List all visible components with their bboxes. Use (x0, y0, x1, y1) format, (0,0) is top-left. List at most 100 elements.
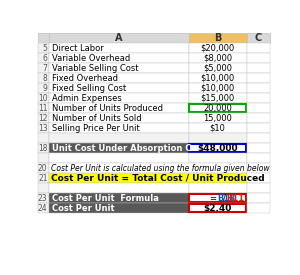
Bar (49, 73, 189, 83)
Bar (49, 143, 189, 153)
Bar (38, 123, 49, 133)
Text: 11: 11 (38, 104, 48, 112)
Text: 18: 18 (38, 144, 48, 153)
Bar (247, 193, 270, 203)
Bar (247, 93, 270, 103)
Bar (247, 43, 270, 53)
Bar (189, 113, 247, 123)
Bar (38, 53, 49, 63)
Bar (38, 83, 49, 93)
Bar (49, 113, 189, 123)
Bar (247, 143, 270, 153)
Bar (49, 153, 189, 163)
Text: 20: 20 (38, 164, 48, 173)
Bar (38, 203, 49, 213)
Bar (38, 113, 49, 123)
Text: $48,000: $48,000 (197, 144, 238, 153)
Bar (49, 123, 189, 133)
Text: $15,000: $15,000 (201, 94, 235, 103)
Text: 21: 21 (38, 174, 48, 183)
Text: 7: 7 (43, 64, 48, 73)
Bar (189, 83, 247, 93)
Text: 23: 23 (38, 194, 48, 203)
Bar (38, 43, 49, 53)
Bar (49, 43, 189, 53)
Text: Fixed Overhead: Fixed Overhead (52, 73, 118, 82)
Bar (49, 173, 247, 183)
Bar (49, 83, 189, 93)
Bar (189, 203, 247, 213)
Bar (189, 183, 247, 193)
Text: 13: 13 (38, 123, 48, 133)
Text: 10: 10 (38, 94, 48, 103)
Text: $2.40: $2.40 (203, 204, 232, 213)
Bar (189, 93, 247, 103)
Bar (49, 53, 189, 63)
Text: Admin Expenses: Admin Expenses (52, 94, 122, 103)
Text: Variable Overhead: Variable Overhead (52, 54, 130, 62)
Bar (49, 133, 189, 143)
Bar (247, 103, 270, 113)
Bar (38, 173, 49, 183)
Text: B18: B18 (217, 194, 235, 203)
Text: 12: 12 (38, 114, 48, 123)
Bar (189, 143, 247, 153)
Bar (38, 183, 49, 193)
Bar (38, 63, 49, 73)
Bar (49, 193, 189, 203)
Bar (38, 93, 49, 103)
Bar (189, 144, 246, 152)
Bar (49, 183, 189, 193)
Text: 24: 24 (38, 204, 48, 213)
Bar (247, 173, 270, 183)
Bar (247, 33, 270, 43)
Text: Selling Price Per Unit: Selling Price Per Unit (52, 123, 140, 133)
Text: /: / (223, 194, 226, 203)
Bar (189, 104, 246, 112)
Bar (189, 103, 247, 113)
Text: B11: B11 (226, 194, 244, 203)
Bar (49, 93, 189, 103)
Bar (38, 163, 49, 173)
Text: 6: 6 (43, 54, 48, 62)
Text: Cost Per Unit: Cost Per Unit (52, 204, 115, 213)
Text: $10: $10 (210, 123, 226, 133)
Bar (247, 83, 270, 93)
Bar (189, 53, 247, 63)
Bar (247, 123, 270, 133)
Bar (247, 53, 270, 63)
Text: Cost Per Unit = Total Cost / Unit Produced: Cost Per Unit = Total Cost / Unit Produc… (52, 174, 265, 183)
Bar (38, 103, 49, 113)
Text: 8: 8 (43, 73, 48, 82)
Bar (247, 163, 270, 173)
Text: $20,000: $20,000 (201, 43, 235, 53)
Text: C: C (255, 33, 262, 43)
Text: 20,000: 20,000 (203, 104, 232, 112)
Text: Number of Units Produced: Number of Units Produced (52, 104, 163, 112)
Text: Unit Cost Under Absorption Cost: Unit Cost Under Absorption Cost (52, 144, 206, 153)
Text: $10,000: $10,000 (201, 84, 235, 93)
Bar (49, 103, 189, 113)
Text: $8,000: $8,000 (203, 54, 232, 62)
Text: 5: 5 (43, 43, 48, 53)
Bar (49, 63, 189, 73)
Text: B: B (214, 33, 221, 43)
Text: Number of Units Sold: Number of Units Sold (52, 114, 142, 123)
Bar (38, 73, 49, 83)
Bar (247, 183, 270, 193)
Text: =: = (209, 194, 216, 203)
Bar (189, 133, 247, 143)
Bar (189, 194, 246, 202)
Bar (38, 33, 49, 43)
Bar (189, 43, 247, 53)
Text: 9: 9 (43, 84, 48, 93)
Bar (189, 33, 247, 43)
Bar (189, 193, 247, 203)
Bar (247, 153, 270, 163)
Bar (189, 123, 247, 133)
Bar (49, 163, 247, 173)
Text: Cost Per Unit is calculated using the formula given below: Cost Per Unit is calculated using the fo… (52, 164, 270, 173)
Bar (49, 33, 189, 43)
Text: A: A (115, 33, 123, 43)
Text: Variable Selling Cost: Variable Selling Cost (52, 64, 139, 73)
